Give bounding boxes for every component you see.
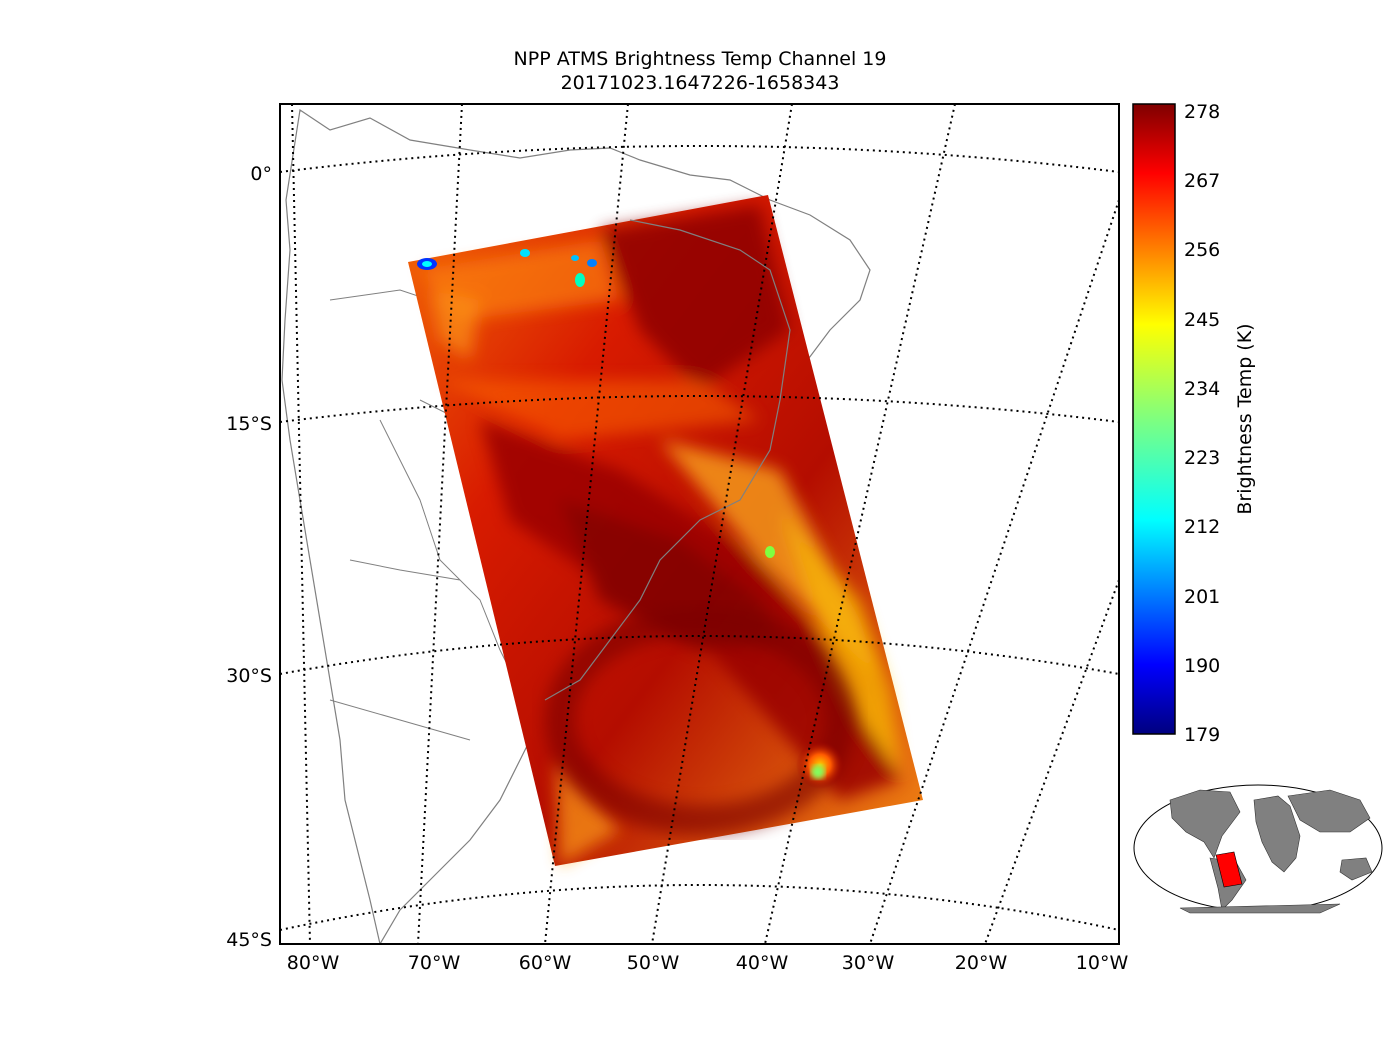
colorbar-tick-label: 190: [1184, 655, 1220, 677]
lat-label: 30°S: [226, 665, 272, 687]
lon-label: 70°W: [408, 952, 461, 974]
map-title: NPP ATMS Brightness Temp Channel 19: [513, 48, 887, 70]
longitude-labels: 80°W 70°W 60°W 50°W 40°W 30°W 20°W 10°W: [287, 952, 1129, 974]
colorbar-tick-label: 223: [1184, 447, 1220, 469]
lon-label: 50°W: [627, 952, 680, 974]
colorbar-tick-label: 212: [1184, 516, 1220, 538]
lon-label: 80°W: [287, 952, 340, 974]
inset-swath-footprint: [1215, 851, 1243, 888]
colorbar-label: Brightness Temp (K): [1234, 323, 1256, 514]
lon-label: 60°W: [519, 952, 572, 974]
inset-north-america: [1169, 789, 1241, 859]
colorbar-tick-label: 179: [1184, 724, 1220, 746]
colorbar-tick-label: 267: [1184, 170, 1220, 192]
colorbar-tick-label: 201: [1184, 586, 1220, 608]
colorbar: 278 267 256 245 234 223 212 201 190 179 …: [1132, 101, 1256, 746]
colorbar-tick-label: 234: [1184, 378, 1220, 400]
colorbar-tick-label: 278: [1184, 101, 1220, 123]
inset-australia: [1339, 857, 1373, 881]
graticule: [280, 104, 1119, 944]
lon-label: 20°W: [955, 952, 1008, 974]
lon-label: 40°W: [736, 952, 789, 974]
colorbar-tick-label: 245: [1184, 309, 1220, 331]
lat-label: 45°S: [226, 929, 272, 951]
colorbar-gradient: [1132, 103, 1176, 735]
inset-asia: [1287, 789, 1371, 833]
map-panel: [280, 104, 1119, 944]
lat-label: 15°S: [226, 413, 272, 435]
map-subtitle-timestamp: 20171023.1647226-1658343: [560, 72, 840, 94]
latitude-labels: 0° 15°S 30°S 45°S: [226, 163, 272, 951]
lat-label: 0°: [250, 163, 272, 185]
lon-label: 30°W: [842, 952, 895, 974]
map-frame: [279, 103, 1120, 945]
brightness-temp-swath: [408, 195, 923, 866]
inset-antarctica: [1179, 903, 1341, 914]
inset-globe-map: [1133, 784, 1383, 914]
colorbar-tick-label: 256: [1184, 239, 1220, 261]
lon-label: 10°W: [1076, 952, 1129, 974]
inset-europe-africa: [1253, 795, 1301, 873]
